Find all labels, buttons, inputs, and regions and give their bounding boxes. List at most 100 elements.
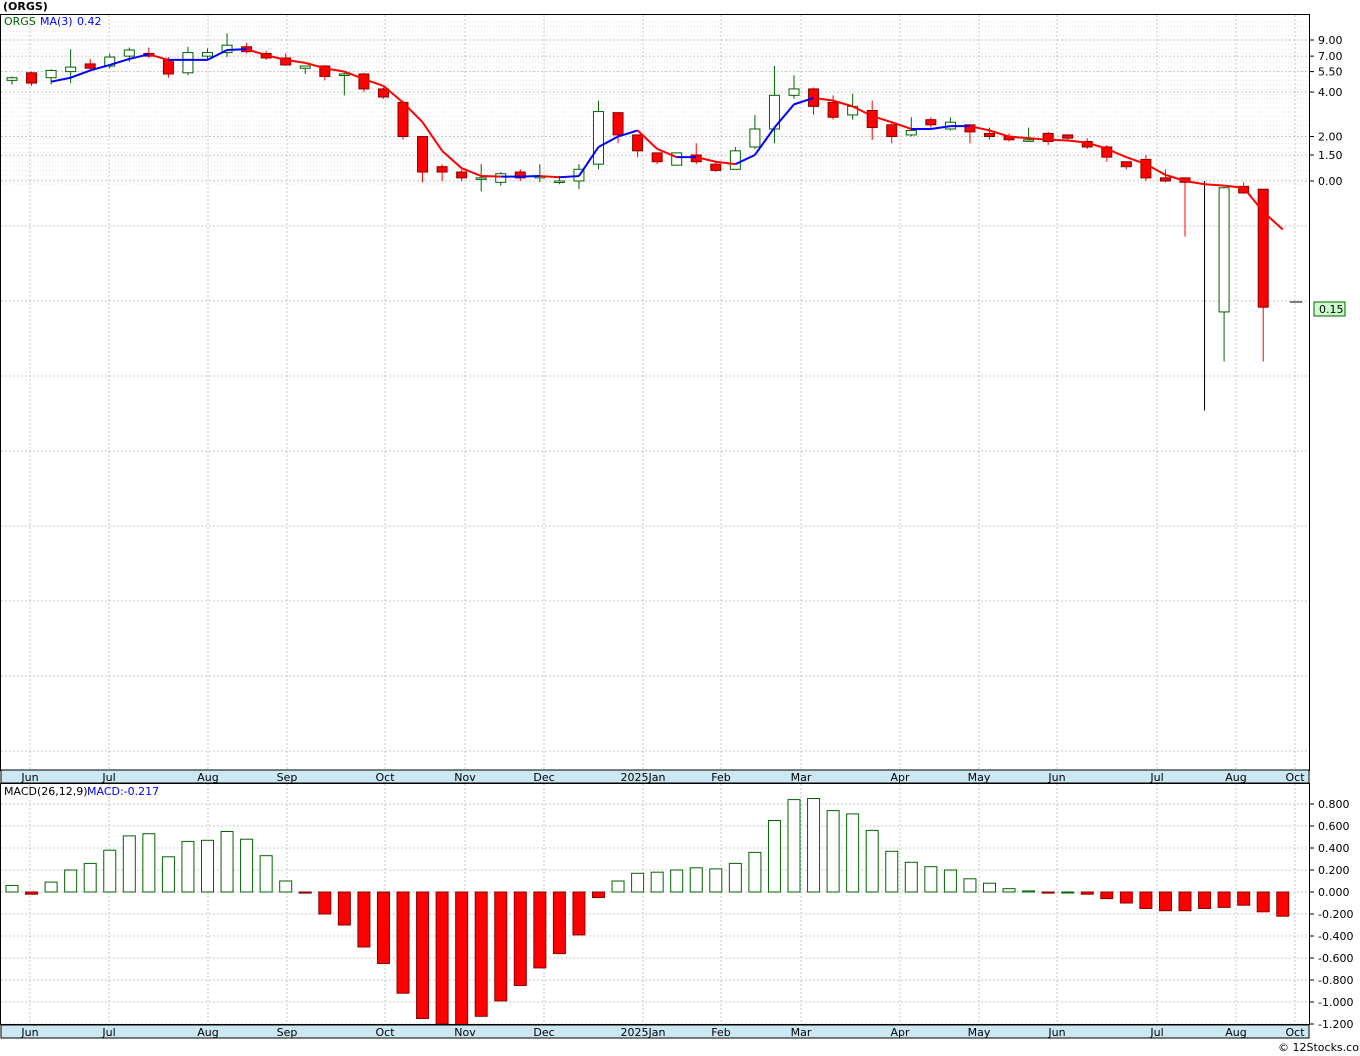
candle-body — [436, 166, 448, 173]
ma3-segment — [636, 129, 658, 150]
macd-y-tick-label: -0.200 — [1318, 908, 1353, 921]
price-panel-frame — [0, 14, 1310, 771]
macd-bar — [474, 891, 488, 1017]
macd-bar — [943, 869, 957, 893]
macd-bar — [748, 851, 762, 893]
price-x-tick-label: 2025Jan — [621, 771, 666, 784]
macd-bar — [1276, 891, 1290, 917]
macd-x-tick-label: Mar — [791, 1026, 812, 1039]
candle-body — [788, 88, 800, 96]
ma3-segment — [1008, 135, 1029, 140]
candle-body — [45, 69, 57, 79]
candle-body — [26, 72, 38, 84]
macd-label: MACD(26,12,9) — [4, 785, 88, 798]
macd-panel-frame — [0, 783, 1310, 1025]
ma3-segment — [227, 48, 247, 52]
macd-panel-grid — [1, 784, 1309, 1025]
ma3-segment — [265, 54, 286, 61]
candle-body — [1257, 188, 1269, 308]
ma3-segment — [813, 96, 834, 102]
ma3-segment — [520, 175, 540, 178]
candle-body — [397, 101, 409, 138]
candle-body — [553, 180, 565, 183]
macd-x-tick-label: Jun — [1047, 1026, 1065, 1039]
price-y-tick-label: 1.50 — [1318, 149, 1343, 162]
macd-bar — [865, 829, 879, 893]
ma3-segment — [715, 160, 736, 166]
macd-bar — [494, 891, 508, 1002]
macd-bar — [533, 891, 547, 969]
candle-body — [104, 56, 116, 67]
macd-bar — [572, 891, 586, 936]
price-x-tick-label: Jul — [101, 771, 115, 784]
ma3-segment — [617, 129, 638, 138]
macd-bar — [709, 868, 723, 893]
candle-body — [1140, 158, 1152, 179]
candle-body — [319, 65, 331, 77]
ma3-segment — [89, 63, 111, 72]
macd-bar — [767, 820, 781, 893]
candle-body — [964, 124, 976, 133]
candle-body — [377, 88, 389, 98]
macd-y-tick-label: -1.000 — [1318, 996, 1353, 1009]
macd-bar — [161, 856, 175, 893]
ma3-segment — [989, 129, 1010, 138]
candle-body — [358, 73, 370, 90]
macd-bar — [1080, 891, 1094, 895]
candle-body — [65, 66, 77, 73]
macd-y-tick-label: -0.600 — [1318, 952, 1353, 965]
macd-bar — [924, 866, 938, 893]
macd-bar — [1119, 891, 1133, 904]
macd-bar — [103, 849, 117, 893]
ma3-segment — [324, 67, 345, 73]
ma3-segment — [129, 53, 150, 60]
macd-bar — [983, 882, 996, 893]
macd-bar — [631, 872, 645, 893]
candle-body — [1238, 185, 1250, 194]
price-x-tick-label: Oct — [375, 771, 395, 784]
legend-ma-value: 0.42 — [77, 15, 102, 28]
ma3-segment — [1165, 173, 1186, 182]
copyright-footer: © 12Stocks.com — [1278, 1041, 1360, 1054]
candle-body — [495, 173, 507, 183]
macd-x-axis-labels: Jun Jul Aug Sep Oct Nov Dec 2025Jan Feb Mar Apr May… — [20, 1026, 1305, 1039]
macd-bar — [670, 869, 684, 893]
macd-bar — [1158, 891, 1172, 912]
macd-bar — [689, 867, 703, 893]
macd-bar — [1041, 891, 1055, 894]
macd-bar — [357, 891, 371, 948]
macd-bar — [181, 840, 195, 893]
macd-bar — [396, 891, 410, 994]
macd-x-tick-label: Oct — [375, 1026, 395, 1039]
macd-x-tick-label: Sep — [277, 1026, 298, 1039]
ma3-segment — [1086, 141, 1108, 150]
ma3-segment — [304, 61, 326, 70]
candle-body — [925, 119, 937, 126]
candle-body — [338, 73, 350, 76]
candle-body — [866, 110, 878, 129]
price-y-tick-label: 4.00 — [1318, 86, 1343, 99]
ma3-segment — [598, 135, 619, 148]
price-tag-value: 0.15 — [1319, 303, 1344, 316]
macd-x-tick-label: Jun — [20, 1026, 38, 1039]
macd-bar — [318, 891, 332, 915]
ma3-segment — [1184, 180, 1205, 186]
price-x-tick-label: Jun — [20, 771, 38, 784]
ma3-segment — [1204, 183, 1225, 187]
candle-body — [182, 52, 194, 74]
macd-y-tick-label: 0.000 — [1318, 886, 1350, 899]
ma3-segment — [363, 78, 384, 87]
macd-histogram — [5, 798, 1290, 1027]
candle-body — [593, 111, 604, 165]
macd-x-tick-label: Feb — [711, 1026, 730, 1039]
candle-body — [984, 132, 995, 138]
macd-bar — [298, 891, 312, 894]
macd-bar — [64, 869, 78, 893]
ma3-segment — [402, 101, 424, 123]
macd-bar — [201, 839, 214, 893]
macd-bar — [337, 891, 351, 926]
candle-body — [651, 152, 663, 163]
candle-body — [6, 77, 18, 81]
price-x-tick-label: Oct — [1285, 771, 1305, 784]
macd-bar — [885, 850, 899, 893]
